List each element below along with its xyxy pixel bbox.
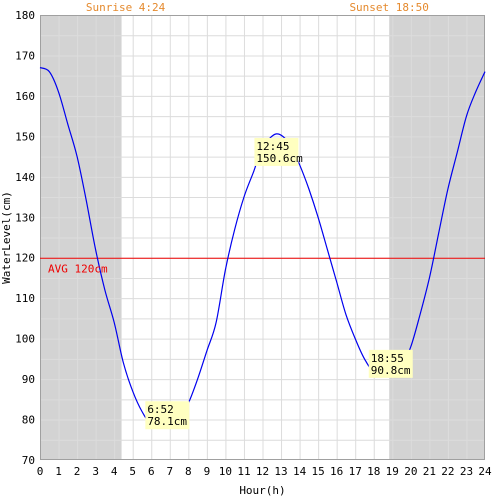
x-tick-label: 24: [478, 465, 492, 478]
x-axis-title: Hour(h): [239, 484, 285, 497]
x-tick-label: 9: [204, 465, 211, 478]
x-tick-label: 0: [37, 465, 44, 478]
x-tick-label: 22: [441, 465, 454, 478]
y-tick-label: 180: [15, 9, 35, 22]
sunset-label: Sunset 18:50: [349, 1, 428, 14]
extremum-label-box: [254, 137, 299, 166]
y-tick-label: 120: [15, 252, 35, 265]
x-tick-label: 5: [129, 465, 136, 478]
x-tick-label: 3: [92, 465, 99, 478]
extremum-time: 6:52: [147, 403, 174, 416]
extremum-time: 18:55: [371, 352, 404, 365]
x-tick-label: 13: [274, 465, 287, 478]
x-tick-label: 21: [423, 465, 436, 478]
extremum-level: 78.1cm: [147, 415, 187, 428]
y-tick-label: 110: [15, 292, 35, 305]
y-tick-label: 70: [22, 454, 35, 467]
x-tick-label: 2: [74, 465, 81, 478]
x-tick-label: 11: [237, 465, 250, 478]
x-tick-label: 10: [219, 465, 232, 478]
x-tick-label: 20: [404, 465, 417, 478]
y-tick-label: 130: [15, 211, 35, 224]
plot-frame: [40, 15, 485, 460]
y-axis-title: WaterLevel(cm): [0, 191, 13, 284]
y-axis: 70 80 90 100 110 120 130 140 150 160 170 180: [15, 9, 35, 467]
plot-border: [40, 15, 485, 460]
x-tick-label: 12: [256, 465, 269, 478]
y-tick-label: 90: [22, 373, 35, 386]
y-tick-label: 80: [22, 414, 35, 427]
x-tick-label: 1: [55, 465, 62, 478]
average-label: AVG 120cm: [48, 263, 108, 276]
x-tick-label: 16: [330, 465, 343, 478]
x-tick-label: 14: [293, 465, 307, 478]
x-tick-label: 8: [185, 465, 192, 478]
extremum-level: 150.6cm: [256, 152, 303, 165]
x-tick-label: 7: [166, 465, 173, 478]
x-tick-label: 6: [148, 465, 155, 478]
y-tick-label: 140: [15, 171, 35, 184]
extremum-time: 12:45: [256, 140, 289, 153]
sunrise-label: Sunrise 4:24: [86, 1, 166, 14]
x-tick-label: 4: [111, 465, 118, 478]
x-tick-label: 17: [349, 465, 362, 478]
extremum-label-box: [145, 401, 190, 430]
x-tick-label: 19: [386, 465, 399, 478]
extremum-label-box: [368, 349, 413, 378]
extremum-level: 90.8cm: [371, 364, 411, 377]
y-tick-label: 160: [15, 90, 35, 103]
x-tick-label: 23: [460, 465, 473, 478]
y-tick-label: 100: [15, 333, 35, 346]
y-tick-label: 170: [15, 49, 35, 62]
x-tick-label: 18: [367, 465, 380, 478]
x-axis: 0 1 2 3 4 5 6 7 8 9 10 11 12 13 14 15 16 17 18 19 20 21 22 23 24: [37, 465, 492, 478]
x-tick-label: 15: [312, 465, 325, 478]
y-tick-label: 150: [15, 130, 35, 143]
